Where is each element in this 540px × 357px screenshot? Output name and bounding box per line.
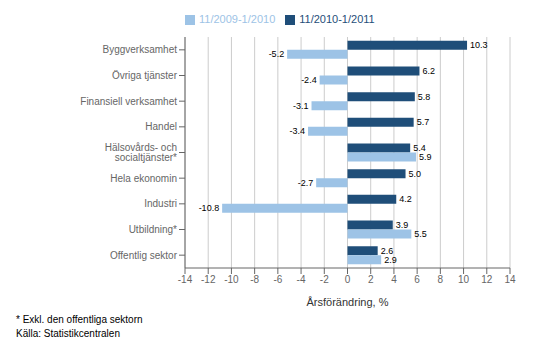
svg-text:Handel: Handel (145, 121, 177, 132)
svg-text:Finansiell verksamhet: Finansiell verksamhet (80, 96, 177, 107)
svg-text:2.6: 2.6 (380, 245, 394, 256)
svg-text:5.9: 5.9 (419, 152, 432, 162)
svg-text:5.4: 5.4 (413, 143, 426, 153)
html-text:11/2009-1/2010: 11/2009-1/2010 (199, 13, 276, 25)
svg-text:10: 10 (458, 274, 470, 285)
html-text:11/2010-1/2011: 11/2010-1/2011 (299, 13, 375, 25)
svg-text:5.5: 5.5 (414, 229, 427, 239)
svg-text:10.3: 10.3 (470, 40, 488, 50)
svg-text:14: 14 (504, 274, 516, 285)
svg-text:Byggverksamhet: Byggverksamhet (103, 44, 178, 55)
svg-text:Årsförändring, %: Årsförändring, % (307, 296, 389, 308)
svg-text:-14: -14 (178, 274, 193, 285)
svg-text:-3.1: -3.1 (293, 101, 309, 111)
svg-text:6: 6 (414, 274, 420, 285)
svg-text:-3.4: -3.4 (290, 126, 306, 136)
svg-text:Offentlig sektor: Offentlig sektor (110, 250, 178, 261)
svg-text:2.9: 2.9 (384, 255, 397, 265)
svg-text:-10.8: -10.8 (199, 203, 220, 213)
svg-text:8: 8 (438, 274, 444, 285)
svg-text:Industri: Industri (144, 198, 177, 209)
svg-text:Hälsovårds- ochsocialtjänster*: Hälsovårds- ochsocialtjänster* (105, 142, 177, 163)
svg-text:5.0: 5.0 (409, 169, 422, 179)
svg-text:-2.4: -2.4 (301, 75, 317, 85)
svg-text:4: 4 (391, 274, 397, 285)
svg-text:-5.2: -5.2 (269, 49, 285, 59)
svg-text:-8: -8 (250, 274, 259, 285)
svg-text:-6: -6 (273, 274, 282, 285)
html-text:Källa: Statistikcentralen: Källa: Statistikcentralen (16, 328, 120, 339)
html-text:* Exkl. den offentliga sektorn: * Exkl. den offentliga sektorn (16, 314, 143, 325)
svg-text:-12: -12 (201, 274, 216, 285)
svg-text:5.7: 5.7 (417, 117, 430, 127)
svg-text:5.8: 5.8 (418, 92, 431, 102)
svg-text:6.2: 6.2 (422, 66, 435, 76)
svg-text:2: 2 (368, 274, 374, 285)
svg-text:-2.7: -2.7 (298, 178, 314, 188)
svg-text:-4: -4 (297, 274, 306, 285)
svg-text:3.9: 3.9 (396, 220, 409, 230)
svg-text:12: 12 (481, 274, 493, 285)
svg-text:Hela ekonomin: Hela ekonomin (110, 173, 177, 184)
svg-text:Utbildning*: Utbildning* (129, 224, 177, 235)
svg-text:4.2: 4.2 (399, 194, 412, 204)
svg-text:0: 0 (345, 274, 351, 285)
svg-text:-10: -10 (224, 274, 239, 285)
svg-text:Övriga tjänster: Övriga tjänster (112, 70, 178, 81)
svg-text:-2: -2 (320, 274, 329, 285)
